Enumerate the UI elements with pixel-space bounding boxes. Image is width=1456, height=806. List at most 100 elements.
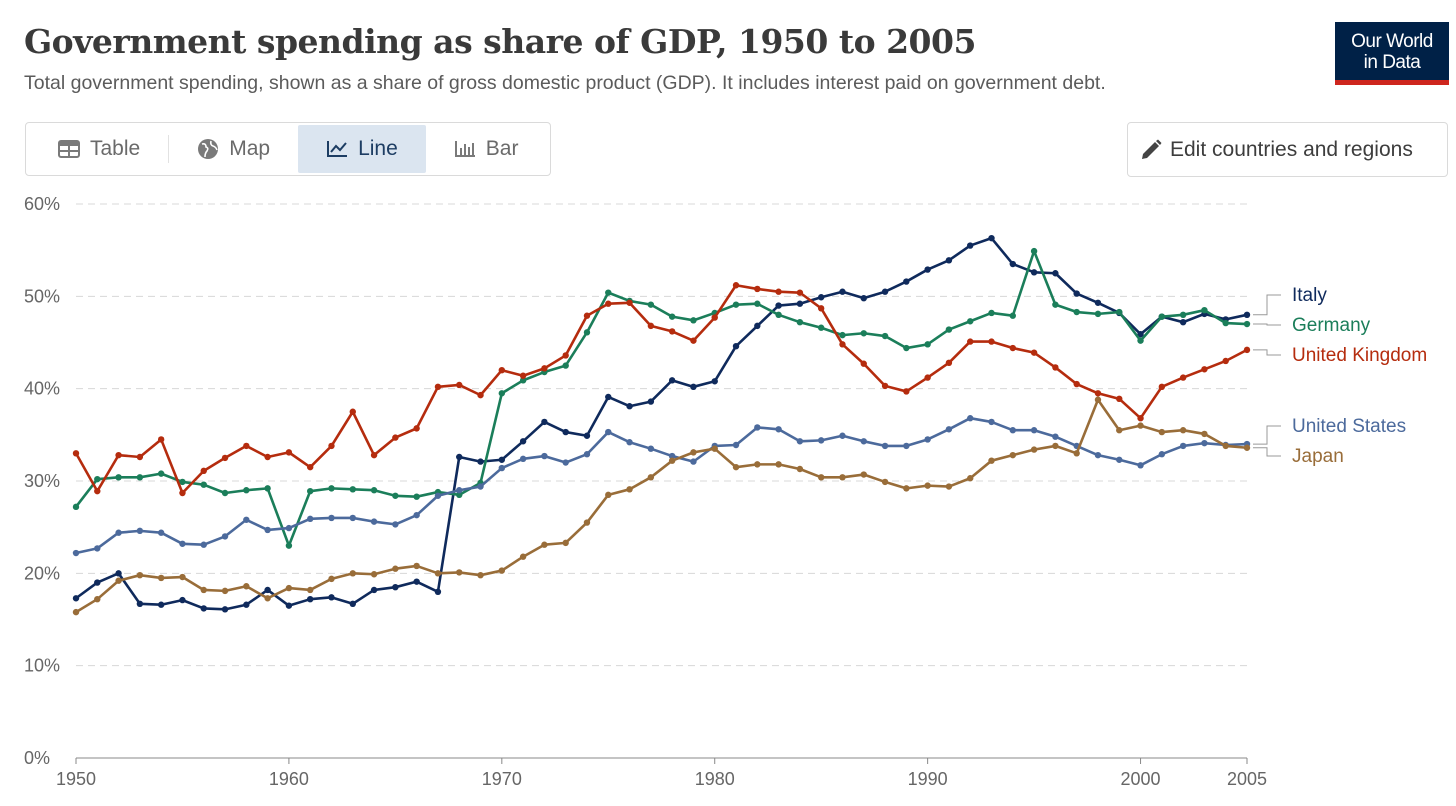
data-point: [988, 309, 995, 317]
data-point: [541, 541, 548, 548]
data-point: [456, 381, 463, 389]
tab-table[interactable]: Table: [30, 125, 168, 173]
series-line: [75, 398, 1248, 614]
table-icon: [58, 140, 80, 158]
data-point: [264, 595, 271, 602]
data-point: [967, 242, 974, 249]
data-point: [796, 465, 804, 473]
data-point: [690, 317, 697, 324]
data-point: [94, 545, 101, 552]
data-point: [1137, 415, 1144, 422]
data-point: [583, 329, 591, 336]
data-point: [1030, 247, 1038, 255]
data-point: [136, 527, 144, 535]
data-point: [179, 478, 186, 486]
data-point: [392, 521, 399, 528]
data-point: [1201, 430, 1208, 438]
data-point: [519, 377, 527, 384]
tab-map[interactable]: Map: [169, 125, 298, 173]
data-point: [115, 451, 122, 459]
data-point: [1201, 306, 1208, 314]
data-point: [456, 453, 463, 461]
data-point: [775, 288, 782, 295]
data-point: [860, 330, 867, 337]
data-point: [1179, 318, 1187, 326]
y-tick-label: 10%: [24, 656, 60, 676]
data-point: [775, 302, 782, 309]
data-point: [1009, 344, 1016, 352]
data-point: [477, 391, 484, 399]
data-point: [307, 463, 314, 471]
chart-subtitle: Total government spending, shown as a sh…: [24, 72, 1106, 94]
series-united-states: United States: [72, 415, 1406, 557]
data-point: [1116, 427, 1123, 434]
data-point: [519, 553, 527, 560]
label-leader-line: [1253, 447, 1281, 457]
data-point: [1073, 308, 1080, 316]
data-point: [477, 571, 484, 579]
data-point: [115, 577, 122, 584]
data-point: [328, 594, 335, 601]
data-point: [562, 459, 569, 466]
data-point: [200, 541, 207, 548]
data-point: [1158, 428, 1166, 436]
data-point: [1222, 319, 1229, 327]
data-point: [860, 360, 867, 367]
owid-logo[interactable]: Our World in Data: [1335, 22, 1449, 85]
data-point: [1030, 349, 1038, 356]
data-point: [881, 332, 889, 340]
data-point: [115, 529, 122, 536]
data-point: [796, 300, 804, 307]
data-point: [1094, 310, 1102, 318]
data-point: [94, 487, 101, 495]
data-point: [583, 432, 591, 439]
data-point: [924, 341, 931, 348]
data-point: [349, 600, 356, 608]
series-label: Italy: [1292, 285, 1327, 306]
data-point: [605, 289, 612, 296]
data-point: [1094, 390, 1102, 397]
data-point: [967, 475, 974, 482]
data-point: [690, 458, 697, 465]
edit-countries-button[interactable]: Edit countries and regions: [1127, 122, 1448, 177]
data-point: [1158, 383, 1166, 391]
data-point: [924, 374, 931, 381]
data-point: [839, 331, 846, 339]
data-point: [1116, 308, 1123, 316]
tab-line[interactable]: Line: [298, 125, 426, 173]
data-point: [754, 300, 761, 307]
data-point: [860, 471, 867, 478]
data-point: [1052, 301, 1059, 308]
data-point: [817, 437, 825, 444]
line-chart-icon: [327, 141, 348, 157]
data-point: [328, 442, 335, 450]
globe-icon: [198, 139, 219, 159]
data-point: [945, 426, 953, 433]
data-point: [668, 328, 676, 335]
data-point: [817, 294, 825, 301]
data-point: [903, 278, 910, 285]
data-point: [562, 539, 569, 547]
edit-button-label: Edit countries and regions: [1170, 137, 1413, 161]
logo-line-1: Our World: [1351, 31, 1433, 52]
data-point: [903, 442, 910, 450]
data-point: [839, 288, 846, 295]
data-point: [605, 300, 612, 307]
data-point: [817, 324, 825, 331]
data-point: [711, 314, 718, 321]
data-point: [711, 445, 718, 452]
data-point: [221, 489, 229, 497]
data-point: [285, 542, 293, 549]
data-point: [370, 487, 378, 494]
data-point: [157, 601, 165, 608]
data-point: [498, 367, 506, 374]
tab-bar[interactable]: Bar: [426, 125, 547, 173]
data-point: [839, 341, 846, 348]
chart-title: Government spending as share of GDP, 195…: [24, 22, 976, 61]
data-point: [1073, 290, 1080, 297]
data-point: [243, 516, 250, 523]
view-tabs: Table Map Line Bar: [25, 122, 552, 176]
data-point: [817, 305, 825, 312]
data-point: [243, 487, 250, 494]
data-point: [285, 449, 293, 456]
